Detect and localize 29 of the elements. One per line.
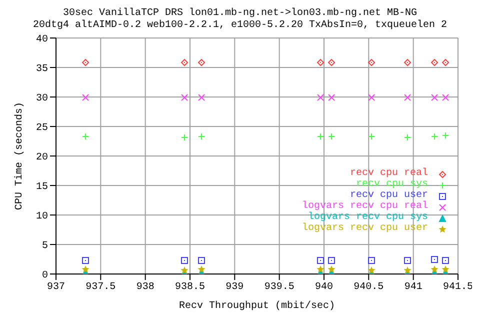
x-tick-label: 941: [404, 282, 422, 294]
legend-label: recv cpu user: [350, 190, 428, 201]
legend-label: recv cpu sys: [356, 179, 428, 190]
y-tick-label: 5: [42, 241, 48, 252]
y-tick-label: 0: [42, 270, 48, 282]
y-tick-label: 35: [36, 64, 48, 76]
x-tick-label: 940.5: [354, 282, 384, 294]
y-axis-title: CPU Time (seconds): [14, 102, 26, 210]
x-tick-label: 939.5: [264, 282, 294, 294]
y-tick-label: 25: [36, 123, 48, 134]
y-tick-label: 20: [36, 152, 48, 164]
x-tick-label: 941.5: [442, 282, 474, 294]
x-tick-label: 938.5: [174, 282, 206, 294]
y-tick-label: 40: [36, 34, 48, 46]
legend-label: logvars recv cpu real: [302, 201, 428, 212]
y-tick-label: 15: [36, 182, 48, 194]
x-tick-label: 937: [46, 282, 66, 294]
chart-title: 30sec VanillaTCP DRS lon01.mb-ng.net->lon03.mb-ng.net MB-NG: [62, 8, 418, 20]
y-tick-label: 30: [36, 94, 48, 105]
legend-label: logvars recv cpu user: [302, 223, 428, 234]
x-axis-title: Recv Throughput (mbit/sec): [178, 300, 336, 312]
x-tick-label: 939: [226, 282, 244, 294]
x-tick-label: 938: [136, 282, 154, 294]
x-tick-label: 940: [314, 282, 334, 294]
chart-subtitle: 20dtg4 altAIMD-0.2 web100-2.2.1, e1000-5.2.20 TxAbsIn=0, txqueuelen 2: [32, 20, 448, 32]
legend-label: logvars recv cpu sys: [308, 212, 428, 223]
y-tick-label: 10: [36, 212, 48, 223]
legend-label: recv cpu real: [350, 168, 428, 179]
x-tick-label: 937.5: [86, 282, 116, 294]
